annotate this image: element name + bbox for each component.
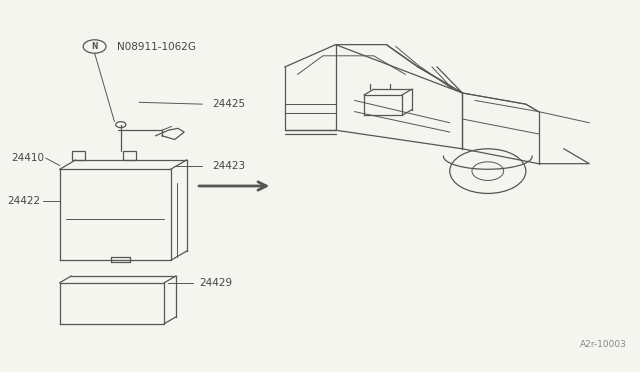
- Text: 24423: 24423: [212, 161, 245, 170]
- Text: 24429: 24429: [199, 278, 232, 288]
- Text: N: N: [92, 42, 98, 51]
- Text: N08911-1062G: N08911-1062G: [117, 42, 196, 51]
- Text: 24425: 24425: [212, 99, 245, 109]
- Text: 24422: 24422: [8, 196, 41, 206]
- Text: 24410: 24410: [11, 153, 44, 163]
- Text: A2r-10003: A2r-10003: [580, 340, 627, 349]
